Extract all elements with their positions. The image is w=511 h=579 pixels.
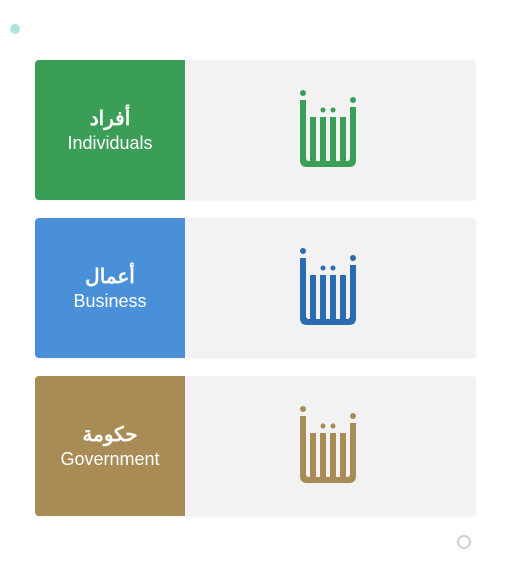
individuals-label-ar: أفراد <box>90 106 131 131</box>
government-label-ar: حكومة <box>82 422 137 447</box>
decorative-dot-bottom <box>457 535 471 549</box>
business-label-en: Business <box>73 291 146 312</box>
individuals-label-en: Individuals <box>67 133 152 154</box>
business-logo-area <box>185 218 476 358</box>
absher-logo-icon <box>291 243 371 333</box>
decorative-dot-top <box>10 24 20 34</box>
absher-logo-icon <box>291 85 371 175</box>
business-label-ar: أعمال <box>85 264 135 289</box>
business-label-area: أعمال Business <box>35 218 185 358</box>
government-logo-area <box>185 376 476 516</box>
government-label-area: حكومة Government <box>35 376 185 516</box>
government-card[interactable]: حكومة Government <box>35 376 476 516</box>
government-label-en: Government <box>60 449 159 470</box>
service-cards-container: أفراد Individuals أعمال Business <box>35 60 476 516</box>
absher-logo-icon <box>291 401 371 491</box>
individuals-label-area: أفراد Individuals <box>35 60 185 200</box>
individuals-card[interactable]: أفراد Individuals <box>35 60 476 200</box>
business-card[interactable]: أعمال Business <box>35 218 476 358</box>
individuals-logo-area <box>185 60 476 200</box>
